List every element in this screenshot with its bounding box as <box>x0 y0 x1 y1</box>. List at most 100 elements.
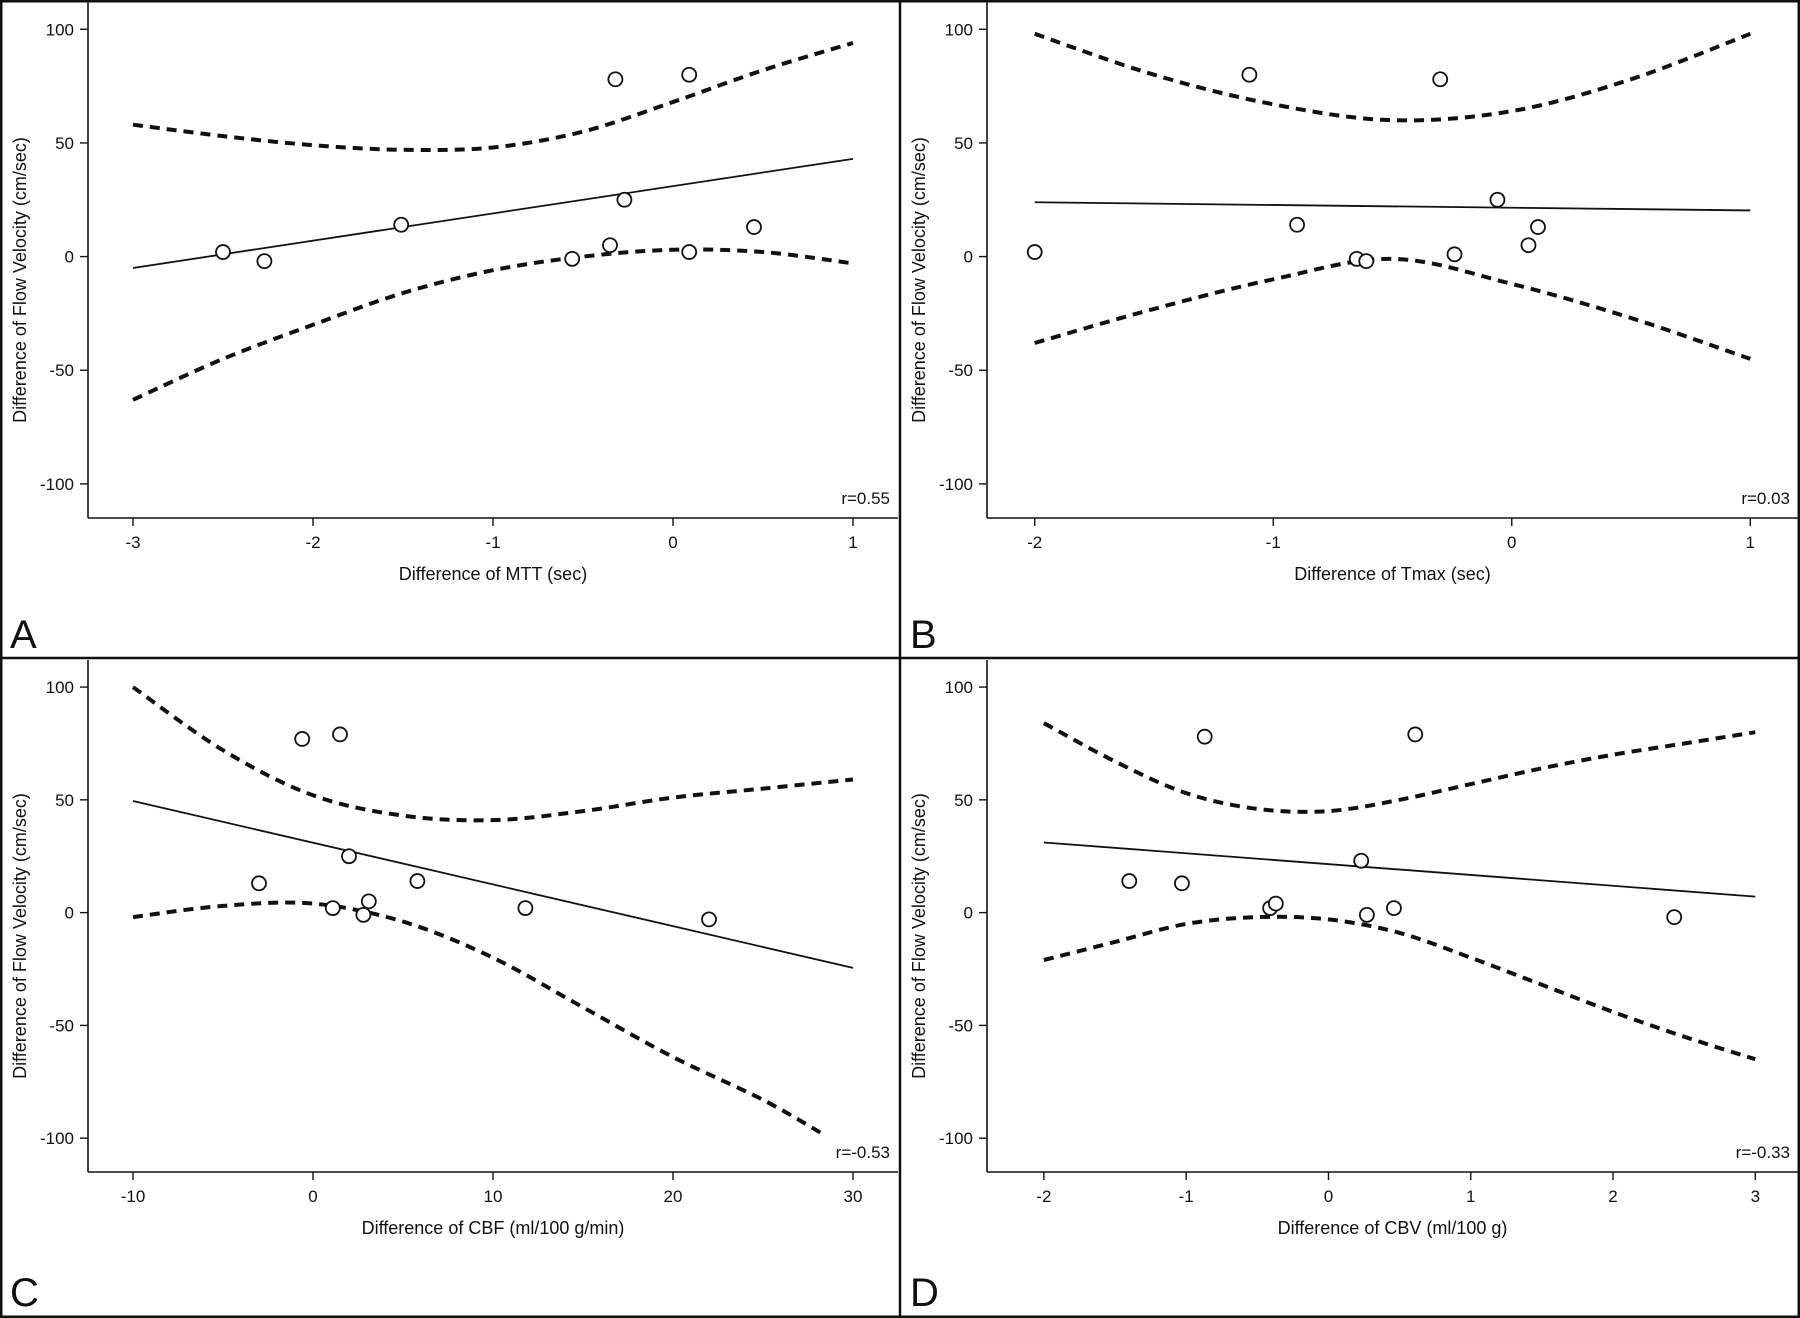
ci-upper-curve <box>1042 721 1756 814</box>
x-tick-label: 0 <box>308 1187 317 1206</box>
y-tick-label: -50 <box>948 1016 973 1035</box>
data-point <box>681 244 698 260</box>
data-point <box>1196 728 1213 745</box>
data-point <box>1358 253 1375 270</box>
y-tick-label: 50 <box>954 791 973 810</box>
y-tick-label: -50 <box>49 1016 74 1035</box>
y-tick-label: 0 <box>964 248 973 267</box>
x-tick-label: 2 <box>1608 1187 1617 1206</box>
data-point <box>251 875 267 892</box>
x-tick-label: 0 <box>668 533 677 552</box>
panel-a: -100 -50 0 50 100 -3 -2 -1 0 1 Difference of MTT (… <box>10 2 898 657</box>
x-tick-label: -1 <box>485 533 500 552</box>
panel-letter: D <box>910 1271 939 1315</box>
correlation-label: r=0.03 <box>1741 489 1790 508</box>
y-axis-label: Difference of Flow Velocity (cm/sec) <box>10 793 30 1079</box>
y-tick-label: 0 <box>964 904 973 923</box>
x-tick-label: 1 <box>848 533 857 552</box>
data-point <box>1489 191 1506 208</box>
data-point <box>393 216 410 233</box>
x-axis-label: Difference of Tmax (sec) <box>1294 564 1490 584</box>
data-point <box>564 250 581 267</box>
ci-lower-curve <box>132 900 827 1138</box>
y-axis-label: Difference of Flow Velocity (cm/sec) <box>909 137 929 423</box>
x-tick-label: 3 <box>1751 1187 1760 1206</box>
data-point <box>256 253 273 270</box>
y-axis-label: Difference of Flow Velocity (cm/sec) <box>10 137 30 423</box>
ci-lower-curve <box>1034 256 1751 361</box>
panel-letter: C <box>10 1271 39 1315</box>
data-point <box>681 66 698 83</box>
x-tick-label: -3 <box>125 533 140 552</box>
y-tick-label: 50 <box>954 134 973 153</box>
y-tick-label: 100 <box>46 678 74 697</box>
ci-upper-curve <box>1034 31 1752 123</box>
data-point <box>324 900 341 917</box>
x-axis-label: Difference of CBV (ml/100 g) <box>1278 1218 1508 1238</box>
correlation-label: r=-0.53 <box>836 1143 890 1162</box>
x-tick-label: 1 <box>1466 1187 1475 1206</box>
x-tick-label: 0 <box>1507 533 1516 552</box>
data-point <box>1432 71 1449 88</box>
correlation-label: r=0.55 <box>841 489 890 508</box>
data-point <box>517 900 534 917</box>
x-axis-label: Difference of CBF (ml/100 g/min) <box>362 1218 625 1238</box>
data-point <box>1174 875 1190 892</box>
x-tick-label: -1 <box>1266 533 1281 552</box>
data-point <box>1267 895 1284 912</box>
data-point <box>1358 906 1375 923</box>
x-tick-label: 1 <box>1746 533 1755 552</box>
data-point <box>1386 900 1402 917</box>
y-tick-label: 100 <box>945 678 973 697</box>
x-tick-label: -2 <box>1027 533 1042 552</box>
x-tick-label: -1 <box>1179 1187 1194 1206</box>
data-point <box>616 191 633 208</box>
data-point <box>1407 726 1424 743</box>
y-tick-label: 50 <box>55 134 74 153</box>
data-point <box>1446 246 1463 263</box>
data-point <box>215 244 231 260</box>
y-tick-label: -50 <box>948 361 973 380</box>
regression-line <box>132 157 854 269</box>
data-point <box>1530 219 1546 235</box>
y-tick-label: 100 <box>46 20 74 39</box>
y-tick-label: 0 <box>65 248 74 267</box>
correlation-label: r=-0.33 <box>1736 1143 1790 1162</box>
data-point <box>607 71 624 88</box>
x-tick-label: -2 <box>1036 1187 1051 1206</box>
y-tick-label: -100 <box>939 1129 973 1148</box>
data-point <box>294 731 311 747</box>
panel-letter: B <box>910 613 937 657</box>
panel-b: -100 -50 0 50 100 -2 -1 0 1 Difference of Tmax (s… <box>909 2 1798 657</box>
data-point <box>332 726 348 743</box>
data-point <box>1666 909 1683 926</box>
data-point <box>341 848 357 865</box>
panel-d: -100 -50 0 50 100 -2 -1 0 1 2 3 Difference of CBV (… <box>909 660 1798 1315</box>
x-tick-label: -2 <box>305 533 320 552</box>
data-point <box>1026 244 1043 260</box>
ci-lower-curve <box>132 247 854 402</box>
data-point <box>409 873 426 889</box>
x-tick-label: -10 <box>121 1187 146 1206</box>
y-tick-label: -100 <box>40 475 74 494</box>
data-point <box>355 906 372 923</box>
regression-line <box>132 800 854 969</box>
y-tick-label: 100 <box>945 20 973 39</box>
ci-upper-curve <box>132 40 854 153</box>
y-axis-label: Difference of Flow Velocity (cm/sec) <box>909 793 929 1079</box>
x-tick-label: 0 <box>1324 1187 1333 1206</box>
data-point <box>602 237 618 254</box>
regression-line <box>1043 841 1756 898</box>
x-tick-label: 20 <box>664 1187 683 1206</box>
panel-letter: A <box>10 613 37 657</box>
data-point <box>701 911 717 928</box>
x-tick-label: 10 <box>484 1187 503 1206</box>
data-point <box>1121 873 1138 889</box>
y-tick-label: 50 <box>55 791 74 810</box>
data-point <box>746 219 762 235</box>
data-point <box>1289 216 1305 233</box>
